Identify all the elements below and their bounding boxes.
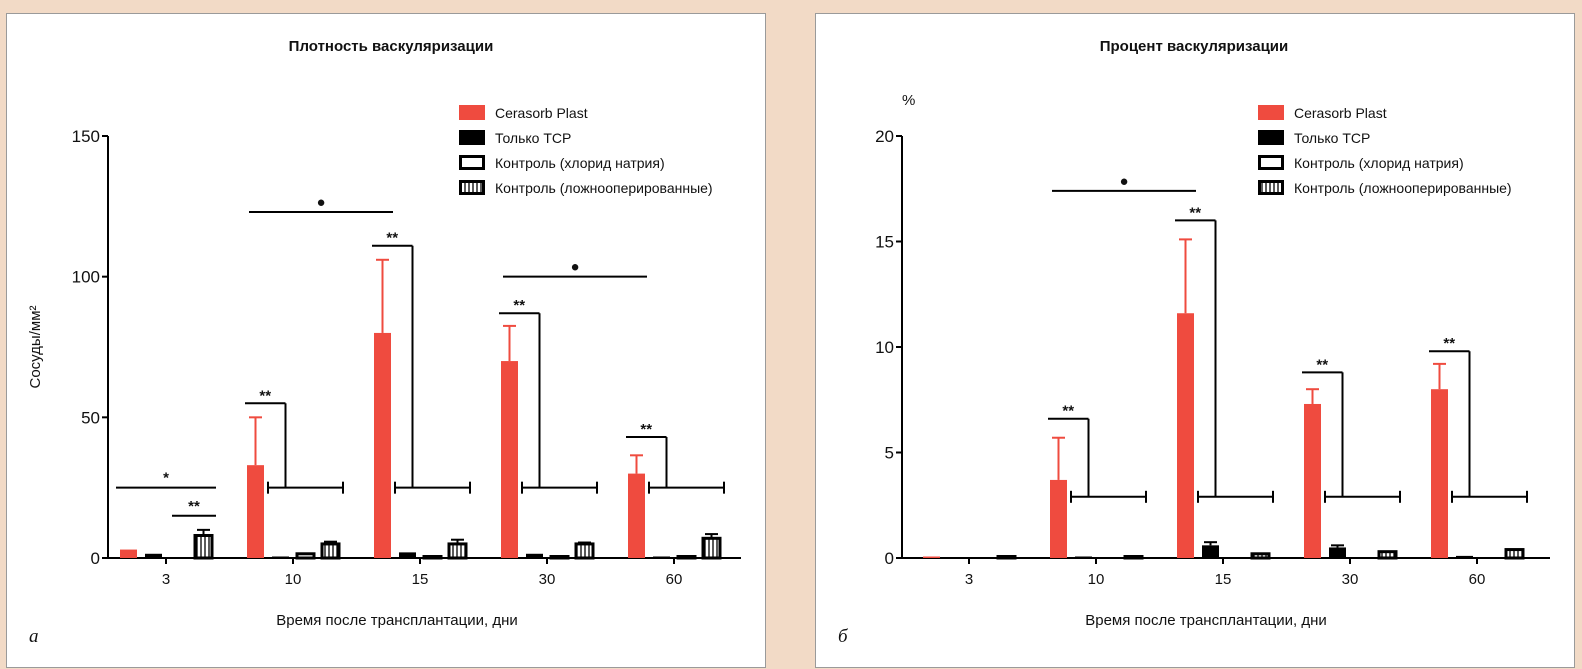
bar-series-3-group-2 [447,542,468,560]
bar-series-0-group-2 [374,332,391,558]
bar-series-3-group-4 [701,536,722,560]
bar-series-0-group-4 [628,473,645,558]
significance-marker: ** [386,230,398,247]
y-tick-label: 150 [72,127,100,146]
x-axis-label: Время после трансплантации, дни [276,612,518,629]
legend-swatch-1 [1258,130,1284,145]
bar-series-1-group-0 [145,553,162,558]
bar-series-3-group-2 [1250,552,1271,560]
chart-title: Плотность васкуляризации [289,38,494,55]
bar-series-0-group-2 [1177,313,1194,558]
panel-letter: а [29,626,39,647]
bar-series-3-group-1 [320,542,341,560]
chart-panel-a: Плотность васкуляризации Сосуды/мм² 0 50 100… [6,13,766,668]
y-tick-label: 20 [875,127,894,146]
bar-series-1-group-4 [653,556,670,558]
bar-series-2-group-3 [549,555,570,560]
x-tick-label: 15 [412,571,429,588]
bar-series-0-group-0 [923,556,940,558]
bar-series-3-group-4 [1504,548,1525,560]
x-tick-label: 15 [1215,571,1232,588]
legend-swatch-0 [1258,105,1284,120]
chart-title: Процент васкуляризации [1100,38,1289,55]
bar-series-3-group-3 [1377,550,1398,560]
bar-series-1-group-1 [1075,556,1092,558]
legend-label: Cerasorb Plast [495,105,588,121]
bar-series-2-group-4 [676,555,697,560]
bar-series-1-group-1 [272,556,289,558]
significance-marker: ● [570,259,579,276]
bar-series-3-group-1 [1123,555,1144,560]
x-tick-label: 3 [965,571,973,588]
legend-swatch-3 [459,180,485,195]
y-tick-label: 100 [72,268,100,287]
legend-label: Только ТСР [1294,130,1370,146]
legend-swatch-2 [1258,155,1284,170]
bar-series-0-group-1 [247,465,264,558]
significance-marker: ** [640,421,652,438]
significance-marker: ** [188,498,200,515]
bar-series-1-group-3 [1329,547,1346,558]
legend-swatch-2 [459,155,485,170]
bar-series-1-group-2 [399,552,416,558]
x-tick-label: 60 [666,571,683,588]
x-tick-label: 30 [539,571,556,588]
significance-marker: ** [1443,335,1455,352]
y-tick-label: 0 [885,549,894,568]
legend-label: Контроль (хлорид натрия) [495,155,665,171]
bar-series-1-group-2 [1202,545,1219,558]
significance-marker: ** [1062,403,1074,420]
x-tick-label: 30 [1342,571,1359,588]
vascularization-percent-chart: Процент васкуляризации% 0 5 10 15 20 3 10 15 30 60… [838,38,1550,647]
bar-series-0-group-3 [1304,403,1321,558]
chart-panel-b: Процент васкуляризации% 0 5 10 15 20 3 10 15 30 60… [815,13,1575,668]
y-tick-label: 0 [91,549,100,568]
significance-marker: * [163,470,169,487]
bar-series-3-group-3 [574,542,595,560]
bar-series-0-group-1 [1050,479,1067,558]
x-tick-label: 60 [1469,571,1486,588]
bar-series-0-group-4 [1431,389,1448,558]
significance-marker: ● [1119,173,1128,190]
x-tick-label: 10 [285,571,302,588]
y-axis-label: Сосуды/мм² [27,305,44,388]
x-axis-label: Время после трансплантации, дни [1085,612,1327,629]
significance-marker: ** [513,297,525,314]
vascularization-density-chart: Плотность васкуляризации Сосуды/мм² 0 50 100… [27,38,741,647]
significance-marker: ** [1189,204,1201,221]
legend-label: Контроль (хлорид натрия) [1294,155,1464,171]
bar-series-0-group-0 [120,549,137,558]
legend-label: Только ТСР [495,130,571,146]
significance-marker: ** [1316,356,1328,373]
legend-label: Контроль (ложнооперированные) [495,180,713,196]
bar-series-0-group-3 [501,361,518,558]
bar-series-2-group-2 [422,555,443,560]
significance-marker: ** [259,387,271,404]
significance-marker: ● [316,194,325,211]
bar-series-1-group-4 [1456,555,1473,558]
x-tick-label: 10 [1088,571,1105,588]
legend-swatch-0 [459,105,485,120]
y-tick-label: 5 [885,444,894,463]
y-unit-label: % [902,92,915,109]
y-tick-label: 10 [875,338,894,357]
bar-series-3-group-0 [996,555,1017,560]
bar-series-3-group-0 [193,533,214,560]
y-tick-label: 15 [875,233,894,252]
legend-label: Cerasorb Plast [1294,105,1387,121]
legend-swatch-3 [1258,180,1284,195]
bar-series-2-group-1 [295,552,316,560]
panel-letter: б [838,626,849,647]
legend-swatch-1 [459,130,485,145]
x-tick-label: 3 [162,571,170,588]
bar-series-1-group-3 [526,553,543,558]
y-tick-label: 50 [81,408,100,427]
legend-label: Контроль (ложнооперированные) [1294,180,1512,196]
